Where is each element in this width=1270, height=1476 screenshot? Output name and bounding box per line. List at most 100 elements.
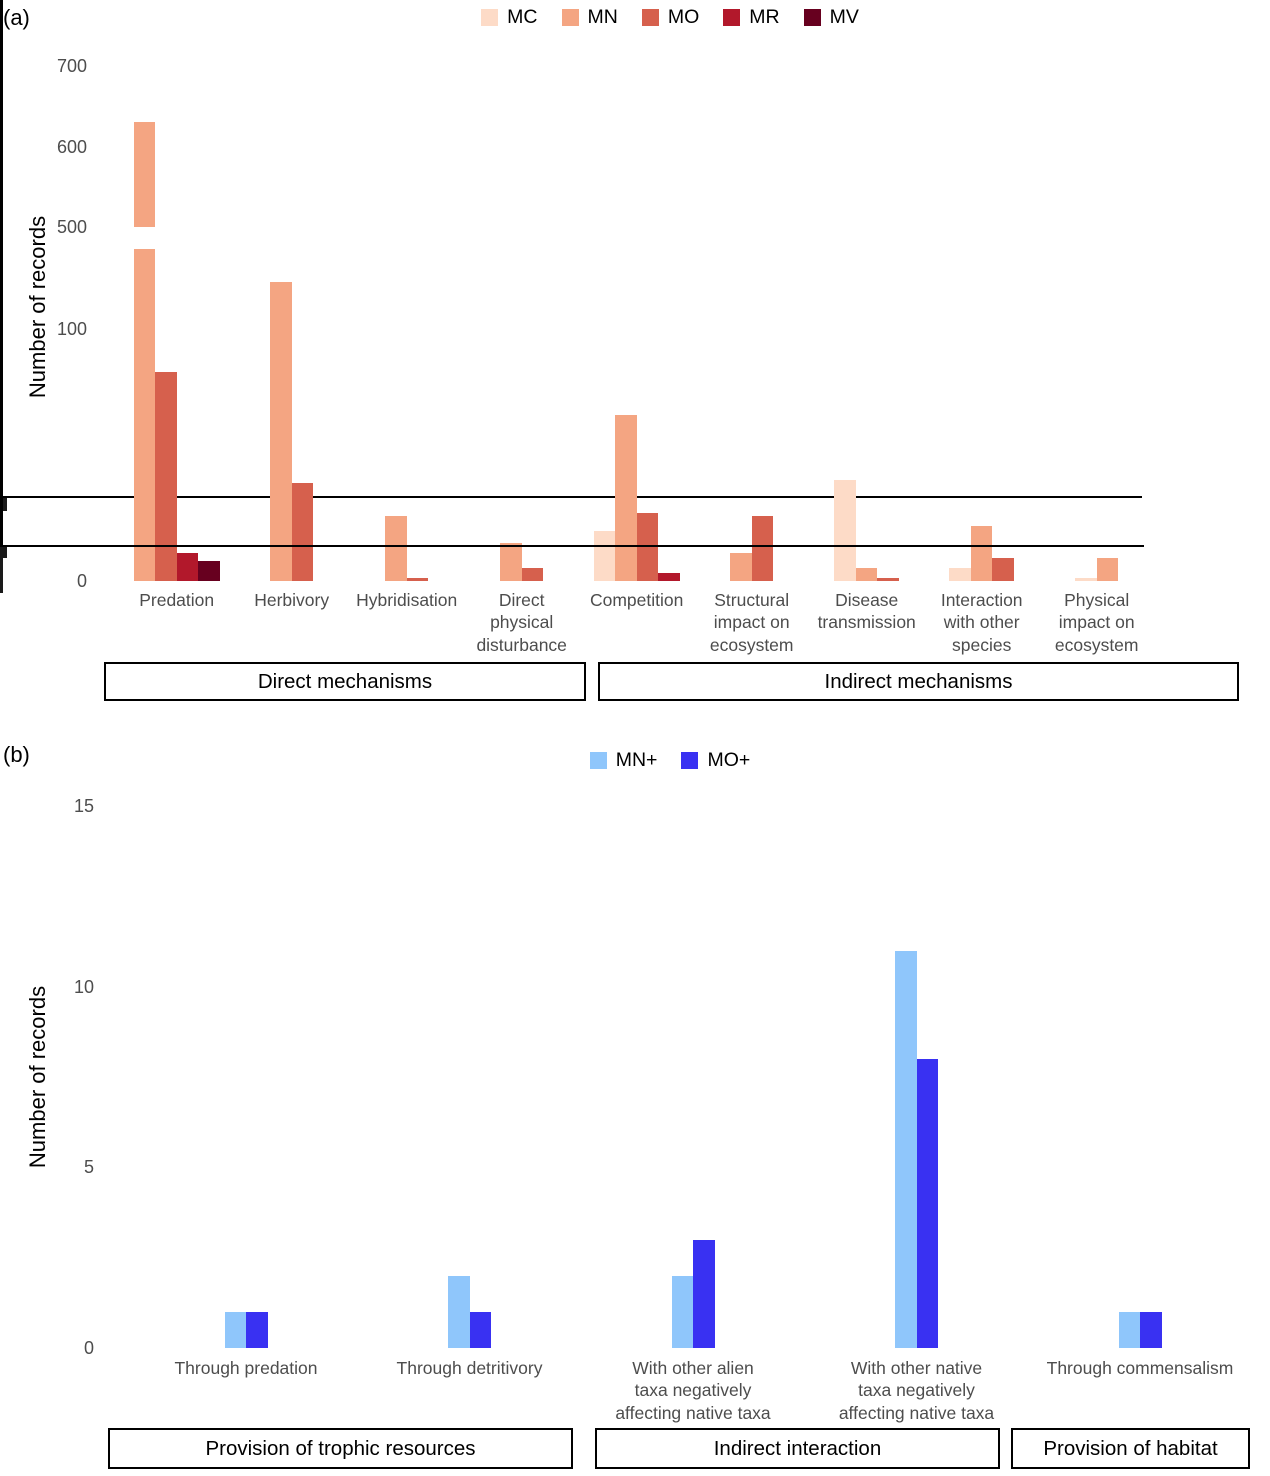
x-tick-b-through-commensalism-4	[0, 585, 3, 593]
legend-item-mn+: MN+	[589, 749, 658, 772]
y-tick-b-10	[0, 549, 7, 553]
bar-a-predation-mr	[176, 553, 199, 581]
bar-a-disease-mc	[834, 480, 856, 581]
bar-a-herbivory-mo	[291, 482, 314, 581]
bar-a-physical-mc	[1075, 578, 1097, 581]
y-tick-label-b-5: 5	[83, 1157, 94, 1178]
mechanism-box-provision-of-trophic-resources: Provision of trophic resources	[108, 1428, 573, 1469]
bar-a-predation-mo	[155, 372, 177, 581]
bar-a-predation-mv	[198, 560, 220, 581]
category-label-a-interaction: Interaction with other species	[940, 590, 1023, 655]
category-label-a-direct: Direct physical disturbance	[476, 590, 567, 655]
y-tick-label-b-0: 0	[83, 1338, 94, 1358]
category-label-a-physical: Physical impact on ecosystem	[1054, 590, 1139, 655]
category-label-a-herbivory: Herbivory	[254, 590, 330, 610]
y-tick-label-b-10: 10	[73, 976, 94, 997]
category-label-a-predation: Predation	[139, 590, 215, 610]
mechanism-box-indirect-interaction: Indirect interaction	[595, 1428, 1000, 1469]
legend-label-mo: MO	[667, 6, 700, 28]
x-tick-b-through-detritivory-1	[0, 564, 3, 572]
legend-item-mc: MC	[481, 6, 538, 29]
bar-a-interaction-mo	[992, 558, 1014, 581]
y-tick-label-a-700: 700	[56, 56, 87, 76]
legend-swatch-mo+	[681, 752, 699, 769]
x-tick-b-with-other-native-3	[0, 578, 3, 586]
legend-item-mo: MO	[641, 6, 700, 29]
x-tick-b-through-predation-0	[0, 557, 3, 565]
category-label-a-disease: Disease transmission	[817, 590, 916, 633]
bar-a-predation-mn	[133, 249, 156, 581]
bar-b-through-commensalism-4-mn+	[1118, 1311, 1140, 1348]
category-label-b-through-predation-0: Through predation	[174, 1358, 318, 1378]
category-label-b-through-commensalism-4: Through commensalism	[1046, 1358, 1234, 1378]
mechanism-box-provision-of-habitat: Provision of habitat	[1011, 1428, 1250, 1469]
bar-b-with-other-native-3-mo+	[916, 1058, 938, 1348]
bar-a-disease-mo	[877, 578, 899, 581]
y-tick-b-15	[0, 547, 7, 550]
y-tick-label-a-0: 0	[76, 571, 87, 591]
y-tick-label-a-500: 500	[56, 217, 87, 237]
y-tick-a-500	[0, 503, 7, 506]
legend-item-mn: MN	[561, 6, 618, 29]
bar-b-through-detritivory-1-mo+	[469, 1311, 491, 1348]
panel-b-letter: (b)	[3, 742, 30, 767]
bar-a-hybridisation-mn	[385, 515, 407, 581]
category-label-a-competition: Competition	[589, 590, 684, 610]
y-axis-b	[0, 0, 3, 545]
legend-label-mn+: MN+	[615, 749, 658, 771]
mechanism-box-indirect-mechanisms: Indirect mechanisms	[598, 662, 1239, 701]
legend-label-mc: MC	[507, 6, 538, 28]
legend-item-mr: MR	[723, 6, 780, 29]
y-tick-label-a-600: 600	[56, 136, 87, 157]
y-tick-a-0	[0, 508, 7, 512]
panel-a-letter: (a)	[3, 5, 30, 30]
legend-label-mr: MR	[749, 6, 780, 28]
bar-a-interaction-mn	[970, 525, 993, 581]
bar-a-physical-mn	[1096, 558, 1119, 581]
bar-b-with-other-alien-2-mo+	[693, 1239, 715, 1348]
bar-b-through-commensalism-4-mo+	[1140, 1311, 1162, 1348]
legend-swatch-mv	[803, 9, 821, 26]
legend-swatch-mn+	[589, 752, 607, 769]
bar-b-with-other-alien-2-mn+	[671, 1275, 693, 1348]
y-tick-a-600	[0, 500, 7, 504]
bar-a-interaction-mc	[949, 568, 971, 581]
legend-swatch-mn	[561, 9, 579, 26]
category-label-b-with-other-alien-2: With other alien taxa negatively affecti…	[615, 1358, 771, 1423]
y-tick-label-b-15: 15	[73, 796, 94, 816]
x-axis-b	[0, 544, 1144, 548]
bar-b-through-predation-0-mn+	[224, 1311, 246, 1348]
x-axis-a	[0, 495, 1142, 499]
legend-label-mn: MN	[587, 6, 618, 28]
category-label-a-hybridisation: Hybridisation	[356, 590, 458, 610]
bar-b-with-other-native-3-mn+	[895, 950, 917, 1348]
y-tick-b-0	[0, 554, 7, 558]
y-tick-b-5	[0, 552, 7, 555]
bar-a-competition-mn	[615, 415, 637, 581]
legend-label-mo+: MO+	[707, 749, 751, 771]
bar-a-herbivory-mn	[270, 281, 292, 581]
bar-a-direct-mn	[500, 543, 522, 581]
legend-b: MN+ MO+	[100, 749, 1240, 772]
y-tick-label-a-100: 100	[56, 319, 87, 340]
panel-a-plot-area: 700 600 500 100 0 Predation Herbivory Hybridisa…	[0, 0, 1239, 701]
legend-swatch-mr	[723, 9, 741, 26]
mechanism-box-direct-mechanisms: Direct mechanisms	[104, 662, 586, 701]
bar-a-predation-mn-upper	[133, 122, 156, 227]
bar-b-through-detritivory-1-mn+	[448, 1275, 470, 1348]
bar-a-disease-mn	[855, 568, 878, 581]
legend-a: MC MN MO MR MV	[100, 6, 1240, 29]
bar-a-structural-mn	[730, 553, 752, 581]
legend-swatch-mo	[641, 9, 659, 26]
legend-label-mv: MV	[829, 6, 859, 28]
category-label-a-structural: Structural impact on ecosystem	[709, 590, 794, 655]
category-label-b-through-detritivory-1: Through detritivory	[396, 1358, 543, 1378]
x-tick-b-with-other-alien-2	[0, 571, 3, 579]
bar-a-competition-mr	[658, 573, 680, 581]
y-tick-a-100	[0, 505, 7, 509]
category-label-b-with-other-native-3: With other native taxa negatively affect…	[838, 1358, 995, 1423]
bar-a-hybridisation-mo	[406, 578, 429, 581]
legend-item-mo+: MO+	[681, 749, 750, 772]
